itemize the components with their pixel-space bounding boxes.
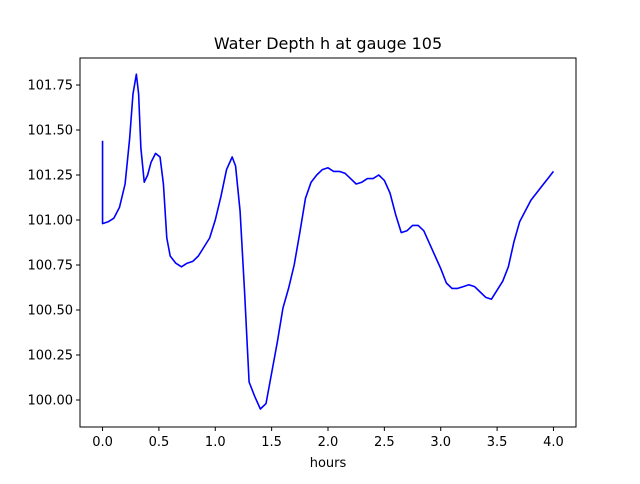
x-tick-label: 0.5 [149,435,170,450]
y-tick-label: 100.50 [28,304,74,319]
y-tick-label: 101.00 [28,214,74,229]
x-axis-label: hours [310,456,347,471]
y-tick-label: 100.75 [28,259,74,274]
y-tick-label: 101.50 [28,124,74,139]
axes-frame [79,57,577,428]
chart-title: Water Depth h at gauge 105 [214,34,442,53]
y-tick-label: 100.25 [28,349,74,364]
y-tick-label: 101.75 [28,79,74,94]
x-tick-label: 3.0 [430,435,451,450]
x-tick-label: 1.5 [261,435,282,450]
x-tick-label: 2.5 [374,435,395,450]
x-tick-label: 1.0 [205,435,226,450]
y-tick-label: 100.00 [28,394,74,409]
x-tick-label: 4.0 [543,435,564,450]
y-axis-ticks: 100.00 100.25 100.50 100.75 101.00 101.25 101.… [28,79,80,409]
x-axis-ticks: 0.0 0.5 1.0 1.5 2.0 2.5 3.0 3.5 4.0 [92,427,564,450]
y-tick-label: 101.25 [28,169,74,184]
x-tick-label: 0.0 [92,435,113,450]
series-line-0 [101,73,555,410]
plot-area [101,73,555,410]
x-tick-label: 3.5 [487,435,508,450]
x-tick-label: 2.0 [318,435,339,450]
